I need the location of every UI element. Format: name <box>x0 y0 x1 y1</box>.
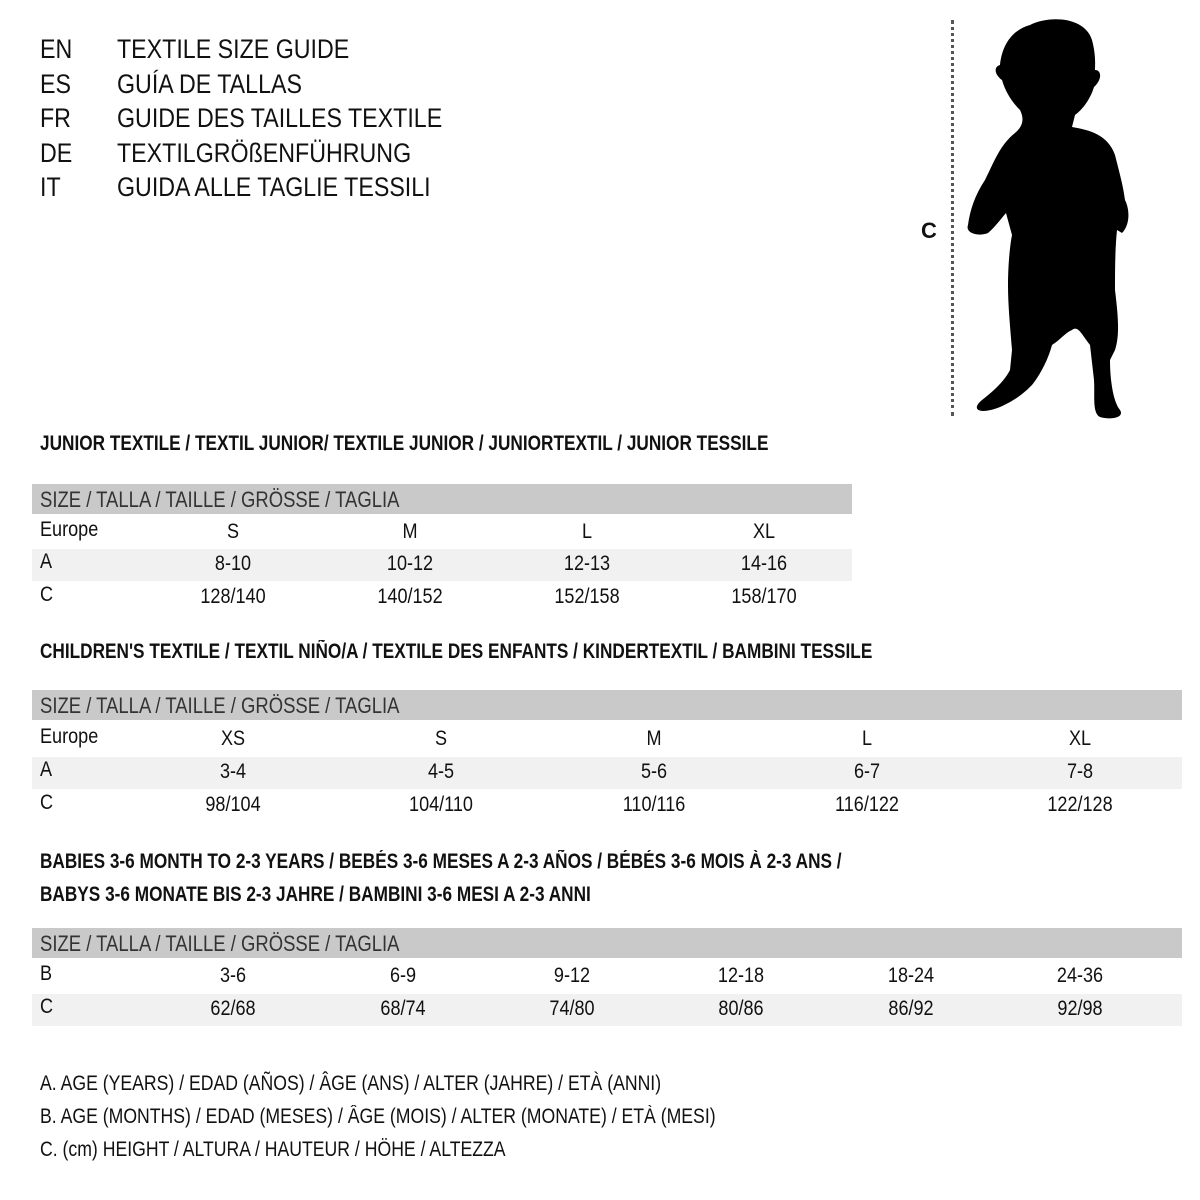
table-row: A 3-4 4-5 5-6 6-7 7-8 <box>32 757 1182 789</box>
table-cell: 3-4 <box>219 760 247 783</box>
table-title-line2: BABYS 3-6 MONATE BIS 2-3 JAHRE / BAMBINI… <box>40 883 591 906</box>
guide-title: GUIDE DES TAILLES TEXTILE <box>117 103 443 133</box>
table-cell: XL <box>1068 727 1092 750</box>
table-row: B 3-6 6-9 9-12 12-18 18-24 24-36 <box>32 961 1182 993</box>
table-cell: 80/86 <box>718 997 764 1020</box>
table-cell: 3-6 <box>219 964 247 987</box>
table-cell: 86/92 <box>888 997 934 1020</box>
legend-item: A. AGE (YEARS) / EDAD (AÑOS) / ÂGE (ANS)… <box>40 1072 662 1095</box>
table-cell: 104/110 <box>409 793 473 816</box>
row-label: Europe <box>40 518 99 541</box>
table-cell: 6-9 <box>389 964 417 987</box>
table-cell: 5-6 <box>640 760 668 783</box>
table-cell: L <box>581 520 593 543</box>
guide-title: TEXTILGRÖßENFÜHRUNG <box>117 137 412 168</box>
table-cell: XL <box>752 520 776 543</box>
language-code: DE <box>40 137 73 168</box>
table-row: C 62/68 68/74 74/80 80/86 86/92 92/98 <box>32 994 1182 1026</box>
table-cell: 110/116 <box>622 793 686 816</box>
table-header-label: SIZE / TALLA / TAILLE / GRÖSSE / TAGLIA <box>40 931 400 956</box>
table-cell: M <box>402 520 418 543</box>
language-code: IT <box>40 172 61 202</box>
table-cell: L <box>861 727 873 750</box>
table-cell: XS <box>220 727 246 750</box>
table-cell: 92/98 <box>1057 997 1103 1020</box>
guide-title: TEXTILE SIZE GUIDE <box>117 34 350 64</box>
table-header: SIZE / TALLA / TAILLE / GRÖSSE / TAGLIA <box>32 690 1182 720</box>
table-cell: 8-10 <box>214 552 252 575</box>
table-row: C 98/104 104/110 110/116 116/122 122/128 <box>32 790 1182 822</box>
table-cell: 4-5 <box>427 760 455 783</box>
table-cell: 10-12 <box>386 552 434 575</box>
table-cell: 158/170 <box>731 585 797 608</box>
row-label: A <box>40 758 53 781</box>
row-label: C <box>40 791 54 814</box>
table-row: Europe S M L XL <box>32 517 852 549</box>
table-cell: S <box>434 727 448 750</box>
row-label: C <box>40 583 54 606</box>
table-row: A 8-10 10-12 12-13 14-16 <box>32 549 852 581</box>
table-cell: 152/158 <box>554 585 620 608</box>
table-cell: 9-12 <box>553 964 591 987</box>
table-cell: 140/152 <box>377 585 443 608</box>
table-title: BABIES 3-6 MONTH TO 2-3 YEARS / BEBÉS 3-… <box>40 850 842 873</box>
table-cell: 18-24 <box>887 964 935 987</box>
language-code: ES <box>40 68 71 99</box>
table-cell: 98/104 <box>205 793 261 816</box>
table-cell: 116/122 <box>835 793 899 816</box>
height-label: C <box>921 218 937 243</box>
row-label: A <box>40 550 53 573</box>
table-header-label: SIZE / TALLA / TAILLE / GRÖSSE / TAGLIA <box>40 487 400 512</box>
table-cell: 24-36 <box>1056 964 1104 987</box>
legend-item: B. AGE (MONTHS) / EDAD (MESES) / ÂGE (MO… <box>40 1105 716 1128</box>
table-header-label: SIZE / TALLA / TAILLE / GRÖSSE / TAGLIA <box>40 693 400 718</box>
table-title: CHILDREN'S TEXTILE / TEXTIL NIÑO/A / TEX… <box>40 640 873 663</box>
table-cell: 128/140 <box>200 585 266 608</box>
table-cell: 14-16 <box>740 552 788 575</box>
table-cell: 7-8 <box>1066 760 1094 783</box>
guide-title: GUIDA ALLE TAGLIE TESSILI <box>117 172 431 202</box>
table-cell: 62/68 <box>210 997 256 1020</box>
table-header: SIZE / TALLA / TAILLE / GRÖSSE / TAGLIA <box>32 928 1182 958</box>
table-header: SIZE / TALLA / TAILLE / GRÖSSE / TAGLIA <box>32 484 852 514</box>
language-code: FR <box>40 103 71 133</box>
height-measure-line <box>951 20 954 416</box>
guide-title: GUÍA DE TALLAS <box>117 68 302 99</box>
table-row: Europe XS S M L XL <box>32 724 1182 756</box>
row-label: B <box>40 962 53 985</box>
legend-item: C. (cm) HEIGHT / ALTURA / HAUTEUR / HÖHE… <box>40 1138 506 1161</box>
child-silhouette-icon <box>967 19 1129 419</box>
table-cell: S <box>226 520 240 543</box>
table-cell: 6-7 <box>853 760 881 783</box>
table-cell: 12-13 <box>563 552 611 575</box>
table-cell: 122/128 <box>1047 793 1113 816</box>
table-title: JUNIOR TEXTILE / TEXTIL JUNIOR/ TEXTILE … <box>40 432 769 455</box>
row-label: Europe <box>40 725 99 748</box>
table-cell: 12-18 <box>717 964 765 987</box>
table-cell: M <box>646 727 662 750</box>
table-cell: 74/80 <box>549 997 595 1020</box>
row-label: C <box>40 995 54 1018</box>
table-cell: 68/74 <box>380 997 426 1020</box>
language-code: EN <box>40 34 73 64</box>
table-row: C 128/140 140/152 152/158 158/170 <box>32 582 852 614</box>
